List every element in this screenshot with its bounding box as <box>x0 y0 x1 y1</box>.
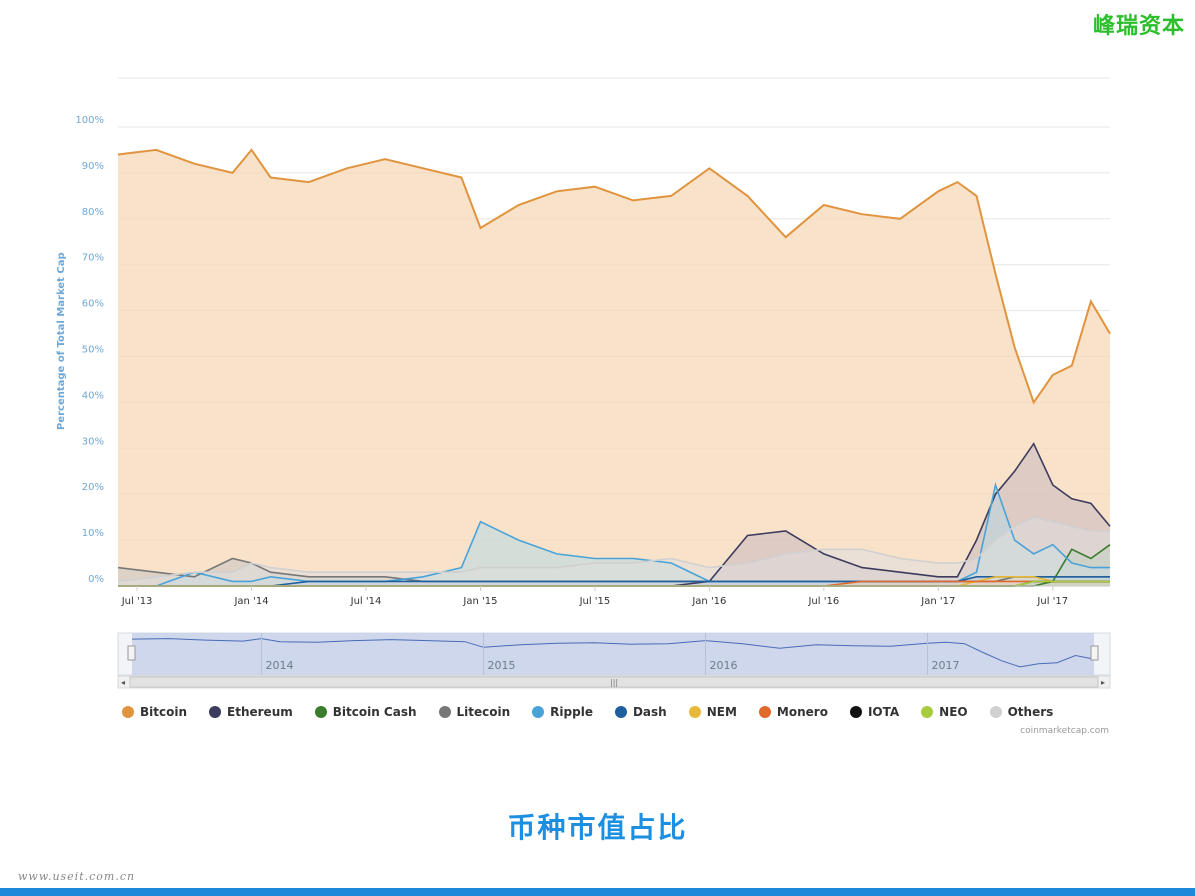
legend-item-litecoin[interactable]: Litecoin <box>438 705 511 719</box>
scroll-right-arrow-icon[interactable]: ▸ <box>1101 678 1105 687</box>
y-tick-label: 70% <box>82 253 104 264</box>
navigator-right-handle[interactable] <box>1090 645 1099 661</box>
legend-label: Dash <box>632 705 667 719</box>
legend-label: Ethereum <box>227 705 293 719</box>
x-tick-label: Jan '16 <box>691 596 726 607</box>
legend-label: NEM <box>706 705 737 719</box>
y-axis-ticks: 0% 10% 20% 30% 40% 50% 60% 70% 80% 90% 100% <box>75 115 104 585</box>
legend-item-neo[interactable]: NEO <box>921 705 968 719</box>
x-tick-label: Jul '17 <box>1036 596 1068 607</box>
legend-item-bitcoin-cash[interactable]: Bitcoin Cash <box>314 705 417 719</box>
navigator-year-labels: 2014 2015 2016 2017 <box>261 633 960 675</box>
legend-dot-icon <box>849 706 862 718</box>
market-cap-chart: 0% 10% 20% 30% 40% 50% 60% 70% 80% 90% 100% Jul '1… <box>56 77 1111 689</box>
navigator-left-handle[interactable] <box>127 645 136 661</box>
navigator-year-label: 2014 <box>266 659 294 672</box>
x-tick-label: Jan '17 <box>920 596 955 607</box>
series-line-ripple <box>118 482 1110 587</box>
y-tick-label: 20% <box>82 482 104 493</box>
navigator-series-line <box>131 638 1095 668</box>
legend-dot-icon <box>921 706 934 718</box>
scrollbar-grip-icon: ||| <box>610 678 618 687</box>
y-tick-label: 0% <box>88 574 104 585</box>
y-tick-label: 10% <box>82 528 104 539</box>
y-axis-title: Percentage of Total Market Cap <box>56 252 67 430</box>
legend-item-nem[interactable]: NEM <box>688 705 737 719</box>
legend-dot-icon <box>314 706 327 718</box>
x-tick-label: Jul '13 <box>121 596 153 607</box>
series-line-bitcoin <box>117 148 1111 405</box>
legend-dot-icon <box>688 706 701 718</box>
legend-label: IOTA <box>867 705 900 719</box>
y-tick-label: 60% <box>82 299 104 310</box>
x-axis-ticks: Jul '13 Jan '14 Jul '14 Jan '15 Jul '15 Jan '… <box>121 586 1068 607</box>
bottom-accent-bar <box>0 888 1195 896</box>
x-tick-label: Jan '15 <box>462 596 497 607</box>
x-tick-label: Jul '15 <box>579 596 611 607</box>
legend-item-iota[interactable]: IOTA <box>849 705 900 719</box>
y-tick-label: 50% <box>82 345 104 356</box>
legend-item-monero[interactable]: Monero <box>758 705 828 719</box>
credit-text: coinmarketcap.com <box>1020 726 1109 736</box>
navigator[interactable]: 2014 2015 2016 2017 <box>117 632 1111 676</box>
legend-label: Bitcoin <box>140 705 188 719</box>
legend-dot-icon <box>989 706 1002 718</box>
legend-item-dash[interactable]: Dash <box>614 705 667 719</box>
navigator-selected-range[interactable] <box>132 633 1094 675</box>
x-tick-label: Jul '16 <box>807 596 839 607</box>
area-others <box>118 517 1110 586</box>
scrollbar[interactable]: ◂ ▸ ||| <box>117 675 1111 689</box>
legend-item-bitcoin[interactable]: Bitcoin <box>122 705 187 719</box>
x-tick-label: Jul '14 <box>350 596 382 607</box>
legend-label: Ripple <box>550 705 593 719</box>
legend-dot-icon <box>758 706 771 718</box>
scrollbar-thumb[interactable] <box>129 676 1099 688</box>
brand-logo-text: 峰瑞资本 <box>1092 14 1185 39</box>
series-line-others <box>117 516 1110 583</box>
area-bitcoin <box>118 149 1110 586</box>
legend-label: Monero <box>776 705 828 719</box>
legend-dot-icon <box>438 706 451 718</box>
legend-label: Litecoin <box>456 705 511 719</box>
area-series-group <box>118 149 1110 586</box>
navigator-year-label: 2016 <box>710 659 738 672</box>
slide-caption: 币种市值占比 <box>507 811 688 844</box>
navigator-year-label: 2017 <box>932 659 960 672</box>
legend-dot-icon <box>532 706 545 718</box>
scroll-left-arrow-icon[interactable]: ◂ <box>121 678 125 687</box>
y-tick-label: 40% <box>82 390 104 401</box>
legend-label: NEO <box>939 705 968 719</box>
y-tick-label: 80% <box>82 207 104 218</box>
legend-item-others[interactable]: Others <box>989 705 1054 719</box>
x-tick-label: Jan '14 <box>233 596 268 607</box>
y-tick-label: 100% <box>75 115 104 126</box>
legend-label: Others <box>1007 705 1054 719</box>
line-series-group <box>117 148 1111 587</box>
y-tick-label: 30% <box>82 436 104 447</box>
watermark-text: www.useit.com.cn <box>18 870 136 883</box>
chart-legend: Bitcoin Ethereum Bitcoin Cash Litecoin Rippl… <box>122 702 1112 722</box>
legend-item-ripple[interactable]: Ripple <box>532 705 593 719</box>
legend-item-ethereum[interactable]: Ethereum <box>209 705 293 719</box>
legend-dot-icon <box>122 706 134 718</box>
y-tick-label: 90% <box>82 161 104 172</box>
legend-label: Bitcoin Cash <box>332 705 417 719</box>
navigator-year-label: 2015 <box>488 659 516 672</box>
legend-dot-icon <box>209 706 222 718</box>
legend-dot-icon <box>614 706 627 718</box>
